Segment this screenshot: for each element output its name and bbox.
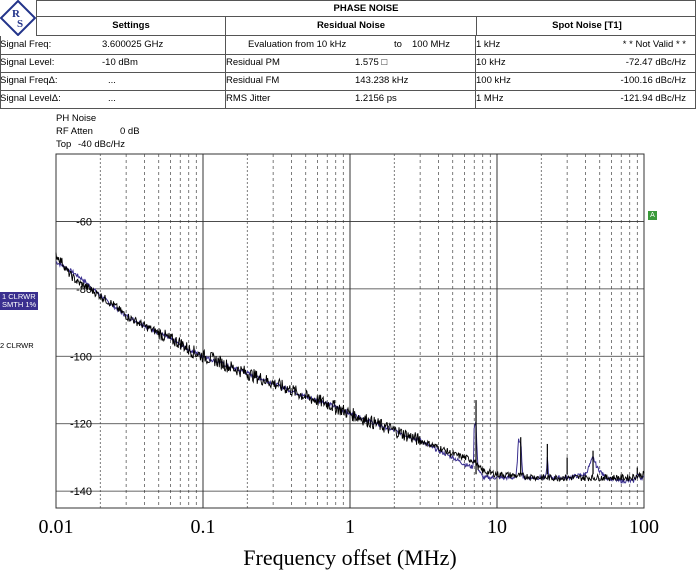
x-tick-label: 100 [629, 516, 659, 538]
header-row: Signal Freq: 3.600025 GHz Evaluation from … [0, 36, 696, 55]
residual-label: Residual PM [226, 57, 280, 68]
y-tick-label: -60 [76, 216, 92, 228]
setting-label: Signal Level: [0, 57, 55, 68]
top-label: Top [56, 139, 72, 150]
spot-label: 1 kHz [476, 39, 501, 50]
rohde-schwarz-logo: R S [0, 0, 36, 36]
header-row: Signal FreqΔ:... Residual FM 143.238 kHz 10… [0, 72, 696, 91]
trace1-mode: 1 CLRWR [2, 292, 36, 301]
spot-value: -100.16 dBc/Hz [620, 75, 686, 86]
y-tick-label: -120 [70, 419, 92, 431]
trace-2-line [55, 261, 645, 485]
trace1-smoothing: SMTH 1% [2, 300, 37, 309]
settings-heading: Settings [112, 20, 150, 31]
trace-1-line [55, 252, 645, 483]
section-headers: Settings Residual Noise Spot Noise [T1] [36, 17, 696, 36]
residual-value: 1.2156 ps [355, 93, 397, 104]
trace1-tag[interactable]: 1 CLRWR SMTH 1% [0, 292, 39, 310]
residual-label: Evaluation from 10 kHz [248, 39, 347, 50]
header-row: Signal LevelΔ:... RMS Jitter 1.2156 ps 1 MH… [0, 90, 696, 109]
measurement-mode: PH Noise [56, 113, 97, 124]
residual-value: 1.575 □ [355, 57, 388, 68]
svg-text:S: S [17, 18, 23, 30]
setting-label: Signal FreqΔ: [0, 75, 58, 86]
spot-value: -121.94 dBc/Hz [620, 93, 686, 104]
header-title: PHASE NOISE [36, 0, 696, 17]
x-tick-label: 1 [345, 516, 355, 538]
trace2-tag[interactable]: 2 CLRWR [0, 341, 34, 350]
residual-value: 100 MHz [412, 39, 451, 50]
spot-label: 1 MHz [476, 93, 504, 104]
x-tick-label: 0.1 [191, 516, 216, 538]
setting-label: Signal LevelΔ: [0, 93, 61, 104]
setting-value: ... [108, 75, 116, 86]
setting-value: ... [108, 93, 116, 104]
spot-noise-heading: Spot Noise [T1] [552, 20, 622, 31]
residual-noise-heading: Residual Noise [316, 20, 386, 31]
spot-value: * * Not Valid * * [622, 39, 686, 50]
rf-atten-value: 0 dB [120, 126, 140, 137]
y-tick-label: -100 [70, 351, 92, 363]
svg-text:R: R [12, 8, 21, 20]
setting-value: -10 dBm [102, 57, 138, 68]
residual-label: RMS Jitter [226, 93, 271, 104]
marker-a-badge[interactable]: A [648, 211, 657, 220]
x-tick-label: 0.01 [39, 516, 74, 538]
x-tick-label: 10 [487, 516, 507, 538]
rf-atten-label: RF Atten [56, 126, 93, 137]
header-row: Signal Level: -10 dBm Residual PM 1.575 □ 10… [0, 54, 696, 73]
setting-value: 3.600025 GHz [102, 39, 164, 50]
y-tick-label: -140 [70, 486, 92, 498]
residual-label: Residual FM [226, 75, 280, 86]
residual-value: 143.238 kHz [355, 75, 409, 86]
x-axis-label: Frequency offset (MHz) [243, 545, 456, 570]
spot-value: -72.47 dBc/Hz [625, 57, 686, 68]
spot-label: 100 kHz [476, 75, 511, 86]
setting-label: Signal Freq: [0, 39, 52, 50]
top-value: -40 dBc/Hz [78, 139, 125, 150]
spot-label: 10 kHz [476, 57, 506, 68]
residual-mid: to [394, 39, 402, 50]
